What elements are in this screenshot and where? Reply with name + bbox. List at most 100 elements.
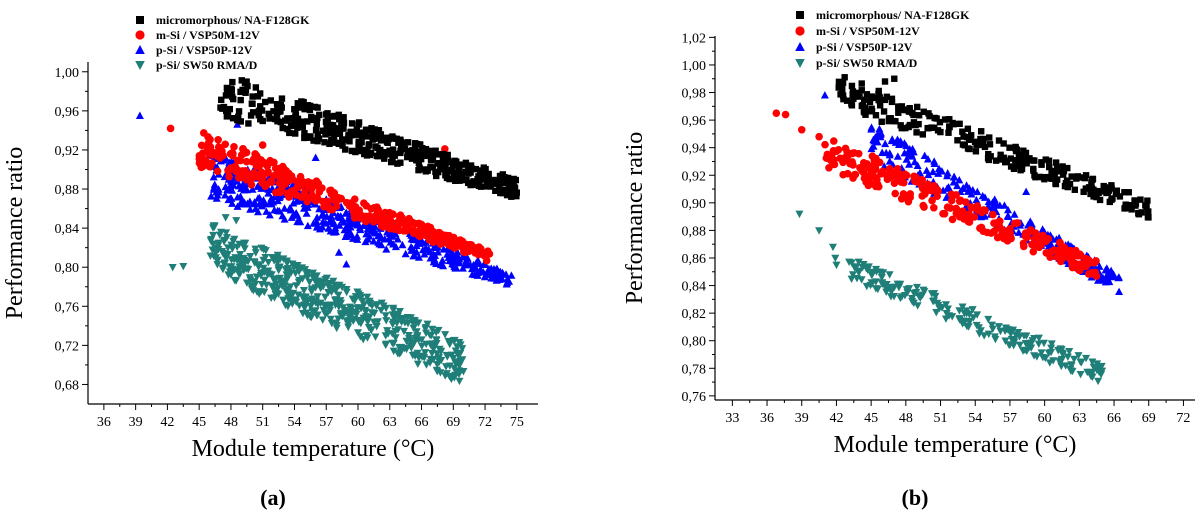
data-point (432, 328, 441, 337)
y-tick-label: 0,98 (682, 87, 707, 102)
data-point (472, 165, 480, 173)
data-point (477, 167, 484, 174)
data-point (292, 298, 301, 307)
data-point (869, 135, 878, 144)
data-point (1012, 143, 1019, 151)
data-point (227, 177, 236, 185)
data-point (1109, 195, 1116, 202)
data-point (483, 250, 492, 259)
data-point (505, 182, 513, 190)
data-point (235, 181, 244, 190)
data-point (859, 168, 868, 177)
data-point (1003, 212, 1012, 220)
y-tick-label: 0,90 (682, 197, 707, 212)
data-point (397, 159, 404, 166)
data-point (958, 317, 967, 325)
data-point (317, 280, 326, 289)
panel-label: (a) (260, 485, 286, 510)
data-point (306, 303, 315, 311)
data-point (326, 315, 335, 324)
data-point (381, 312, 390, 320)
data-point (429, 252, 438, 260)
x-tick-label: 57 (319, 415, 333, 430)
data-point (949, 173, 958, 181)
data-point (485, 170, 492, 178)
data-point (417, 342, 426, 351)
data-point (989, 210, 997, 219)
data-point (1108, 272, 1117, 281)
data-point (462, 168, 469, 176)
data-point (322, 111, 330, 118)
data-point (977, 135, 984, 143)
data-point (945, 129, 952, 136)
data-point (249, 155, 258, 163)
data-point (232, 217, 241, 225)
data-point (406, 314, 415, 322)
data-point (240, 182, 249, 190)
data-point (341, 209, 350, 217)
data-point (1030, 352, 1039, 360)
data-point (273, 196, 282, 205)
legend-marker (795, 42, 805, 51)
x-tick-label: 45 (864, 411, 878, 426)
data-point (271, 290, 280, 299)
data-point (209, 172, 218, 181)
data-point (274, 263, 283, 271)
data-point (1048, 175, 1055, 182)
data-point (271, 276, 280, 284)
data-point (924, 170, 933, 179)
data-point (278, 162, 287, 171)
data-point (260, 276, 269, 285)
data-point (248, 185, 257, 193)
data-point (261, 247, 270, 255)
data-point (415, 219, 423, 228)
data-point (1094, 368, 1103, 376)
data-point (323, 124, 330, 131)
data-point (1059, 250, 1068, 259)
data-point (1022, 149, 1030, 157)
data-point (955, 175, 964, 184)
data-point (227, 256, 236, 264)
data-point (230, 276, 239, 285)
data-point (242, 279, 251, 287)
data-point (414, 319, 423, 327)
data-point (1026, 217, 1035, 225)
data-point (831, 254, 840, 263)
data-point (312, 126, 320, 134)
x-tick-label: 54 (968, 411, 982, 426)
data-point (866, 98, 874, 106)
data-point (1000, 154, 1007, 161)
data-point (839, 79, 847, 87)
data-point (467, 169, 474, 176)
data-point (1044, 173, 1052, 181)
data-point (815, 227, 824, 235)
data-point (442, 161, 449, 169)
data-point (857, 276, 866, 284)
data-point (908, 297, 917, 306)
data-point (412, 328, 421, 336)
data-point (408, 218, 417, 227)
data-point (293, 217, 302, 226)
data-point (404, 153, 411, 161)
data-point (363, 293, 372, 301)
data-point (417, 155, 425, 163)
data-point (423, 147, 430, 154)
legend: micromorphous/ NA-F128GK m-Si / VSP50M-12… (795, 8, 970, 70)
data-point (924, 180, 932, 189)
data-point (947, 190, 956, 199)
data-point (276, 187, 284, 195)
data-point (1010, 210, 1019, 218)
data-point (441, 331, 450, 339)
data-point (503, 278, 512, 287)
data-point (1068, 173, 1075, 180)
data-point (1027, 339, 1036, 347)
data-point (348, 295, 357, 303)
x-tick-label: 66 (1107, 411, 1121, 426)
data-point (433, 350, 442, 358)
data-point (207, 192, 216, 200)
data-point (355, 223, 364, 232)
y-axis-title: Performance ratio (2, 147, 28, 320)
data-point (956, 196, 965, 205)
data-point (1029, 247, 1038, 256)
series-3 (168, 214, 468, 386)
